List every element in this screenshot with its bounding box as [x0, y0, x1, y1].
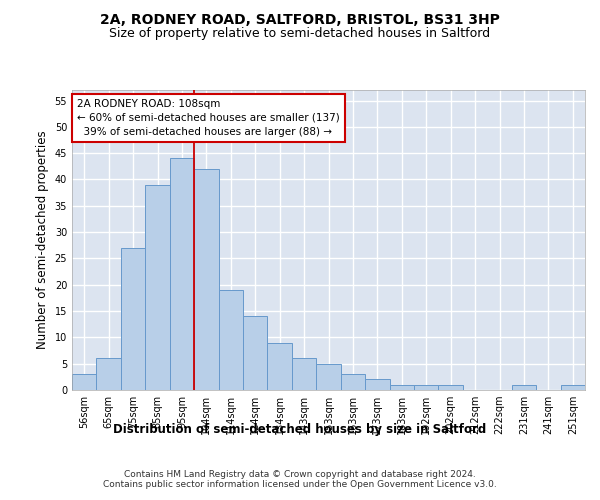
Bar — [145, 184, 170, 390]
Bar — [194, 169, 218, 390]
Bar — [97, 358, 121, 390]
Bar — [268, 342, 292, 390]
Bar — [439, 384, 463, 390]
Text: Contains HM Land Registry data © Crown copyright and database right 2024.
Contai: Contains HM Land Registry data © Crown c… — [103, 470, 497, 489]
Bar — [243, 316, 268, 390]
Text: 2A RODNEY ROAD: 108sqm
← 60% of semi-detached houses are smaller (137)
  39% of : 2A RODNEY ROAD: 108sqm ← 60% of semi-det… — [77, 99, 340, 137]
Bar — [316, 364, 341, 390]
Bar — [365, 380, 389, 390]
Text: Distribution of semi-detached houses by size in Saltford: Distribution of semi-detached houses by … — [113, 422, 487, 436]
Bar — [560, 384, 585, 390]
Y-axis label: Number of semi-detached properties: Number of semi-detached properties — [36, 130, 49, 350]
Text: Size of property relative to semi-detached houses in Saltford: Size of property relative to semi-detach… — [109, 28, 491, 40]
Bar — [414, 384, 439, 390]
Bar — [389, 384, 414, 390]
Bar — [512, 384, 536, 390]
Bar — [218, 290, 243, 390]
Bar — [72, 374, 97, 390]
Text: 2A, RODNEY ROAD, SALTFORD, BRISTOL, BS31 3HP: 2A, RODNEY ROAD, SALTFORD, BRISTOL, BS31… — [100, 12, 500, 26]
Bar — [170, 158, 194, 390]
Bar — [341, 374, 365, 390]
Bar — [121, 248, 145, 390]
Bar — [292, 358, 316, 390]
